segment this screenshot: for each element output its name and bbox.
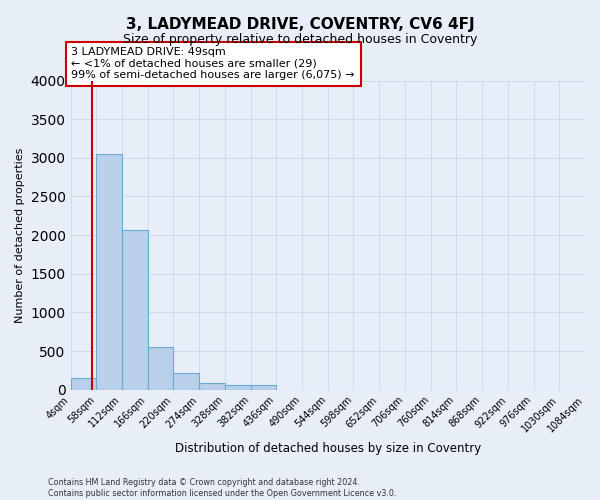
Bar (148, 347, 173, 390)
Bar (122, 230, 148, 390)
Bar (173, 372, 199, 390)
Bar (251, 386, 277, 390)
Bar (199, 383, 225, 390)
X-axis label: Distribution of detached houses by size in Coventry: Distribution of detached houses by size … (175, 442, 481, 455)
Bar (96, 154, 122, 390)
Text: 3 LADYMEAD DRIVE: 49sqm
← <1% of detached houses are smaller (29)
99% of semi-de: 3 LADYMEAD DRIVE: 49sqm ← <1% of detache… (71, 48, 355, 80)
Text: 3, LADYMEAD DRIVE, COVENTRY, CV6 4FJ: 3, LADYMEAD DRIVE, COVENTRY, CV6 4FJ (125, 18, 475, 32)
Text: Contains HM Land Registry data © Crown copyright and database right 2024.
Contai: Contains HM Land Registry data © Crown c… (48, 478, 397, 498)
Bar (71, 378, 96, 390)
Bar (225, 386, 251, 390)
Y-axis label: Number of detached properties: Number of detached properties (15, 148, 25, 323)
Text: Size of property relative to detached houses in Coventry: Size of property relative to detached ho… (123, 32, 477, 46)
